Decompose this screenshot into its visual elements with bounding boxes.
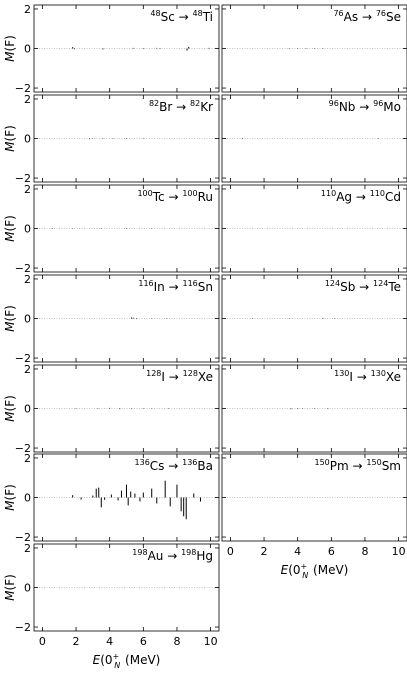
- x-tick-label: 10: [204, 635, 218, 648]
- panel-title: 96Nb → 96Mo: [329, 99, 401, 114]
- y-tick-label: 2: [24, 3, 31, 16]
- x-tick-label: 8: [361, 545, 368, 558]
- x-tick-label: 6: [140, 635, 147, 648]
- x-tick-label: 0: [39, 635, 46, 648]
- y-tick-label: 0: [24, 43, 31, 56]
- panel-title: 82Br → 82Kr: [149, 99, 213, 114]
- x-tick-label: 2: [261, 545, 268, 558]
- y-axis-label: M(F): [3, 35, 17, 62]
- panel-ag110: [221, 184, 407, 273]
- x-tick-label: 10: [392, 545, 406, 558]
- y-tick-label: 2: [24, 93, 31, 106]
- panel-sc48: 2 0 −2: [15, 3, 220, 95]
- y-tick-label: 0: [24, 582, 31, 595]
- y-tick-label: 0: [24, 313, 31, 326]
- y-tick-label: 0: [24, 403, 31, 416]
- x-tick-label: 2: [73, 635, 80, 648]
- panel-title: 130I → 130Xe: [334, 369, 401, 384]
- y-axis-label: M(F): [3, 574, 17, 601]
- panel-title: 124Sb → 124Te: [325, 279, 401, 294]
- y-tick-label: −2: [15, 442, 31, 455]
- x-axis-label: E(0+ N (MeV): [281, 562, 349, 580]
- y-axis-label: M(F): [3, 395, 17, 422]
- y-tick-label: −2: [15, 172, 31, 185]
- panel-au198: 2 0 −2: [15, 542, 220, 634]
- y-tick-label: −2: [15, 262, 31, 275]
- y-tick-label: 0: [24, 133, 31, 146]
- panel-title: 76As → 76Se: [333, 9, 401, 24]
- x-tick-label: 8: [173, 635, 180, 648]
- panel-nb96: [221, 94, 407, 183]
- panel-title: 198Au → 198Hg: [132, 548, 213, 563]
- y-tick-label: −2: [15, 531, 31, 544]
- y-axis-label: M(F): [3, 484, 17, 511]
- panel-title: 110Ag → 110Cd: [321, 189, 401, 204]
- panel-br82: 2 0 −2: [15, 93, 220, 185]
- panel-i130: [221, 364, 407, 453]
- panel-cs136: 2 0 −2: [15, 452, 220, 544]
- panel-i128: 2 0 −2: [15, 363, 220, 455]
- panel-title: 150Pm → 150Sm: [315, 458, 402, 473]
- y-axis-label: M(F): [3, 215, 17, 242]
- x-tick-label: 0: [227, 545, 234, 558]
- panel-in116: 2 0 −2: [15, 273, 220, 365]
- panel-title: 48Sc → 48Ti: [150, 9, 213, 24]
- y-tick-label: −2: [15, 352, 31, 365]
- y-tick-label: 2: [24, 363, 31, 376]
- panel-as76: [221, 4, 407, 93]
- panel-title: 100Tc → 100Ru: [137, 189, 213, 204]
- x-tick-label: 6: [328, 545, 335, 558]
- y-tick-label: 0: [24, 223, 31, 236]
- panel-tc100: 2 0 −2: [15, 183, 220, 275]
- y-tick-label: 2: [24, 183, 31, 196]
- x-tick-label: 4: [294, 545, 301, 558]
- y-tick-label: 2: [24, 273, 31, 286]
- panel-sb124: [221, 274, 407, 363]
- panel-title: 116In → 116Sn: [138, 279, 213, 294]
- panel-title: 128I → 128Xe: [146, 369, 213, 384]
- y-axis-label: M(F): [3, 125, 17, 152]
- y-tick-label: 0: [24, 492, 31, 505]
- y-tick-label: −2: [15, 621, 31, 634]
- panel-pm150: [221, 453, 407, 542]
- y-tick-label: −2: [15, 82, 31, 95]
- panel-title: 136Cs → 136Ba: [135, 458, 213, 473]
- y-tick-label: 2: [24, 452, 31, 465]
- y-tick-label: 2: [24, 542, 31, 555]
- y-axis-label: M(F): [3, 305, 17, 332]
- x-tick-label: 4: [106, 635, 113, 648]
- x-axis-label: E(0+ N (MeV): [93, 652, 161, 670]
